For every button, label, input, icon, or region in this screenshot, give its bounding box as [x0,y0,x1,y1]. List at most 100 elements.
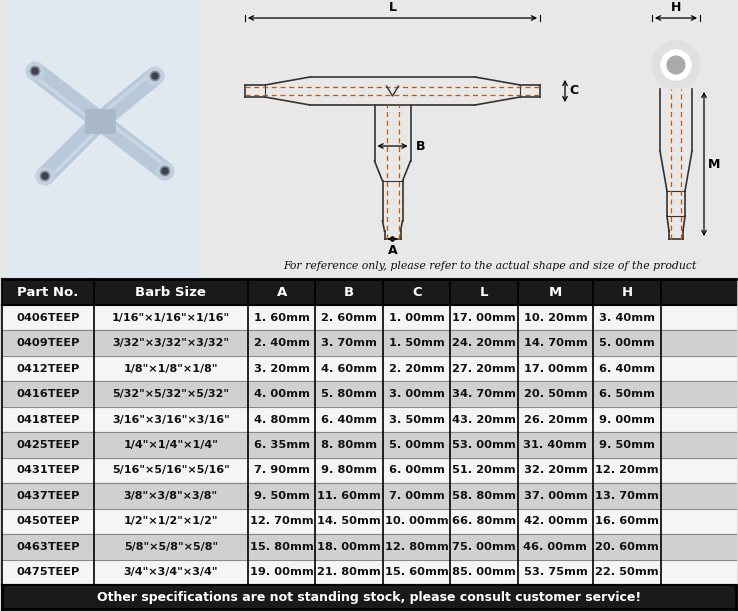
Text: 3. 00mm: 3. 00mm [389,389,445,399]
Circle shape [652,41,700,89]
Bar [2,585,736,609]
Text: 6. 35mm: 6. 35mm [254,440,310,450]
Bar [2,305,736,331]
Polygon shape [94,114,170,178]
Text: 7. 90mm: 7. 90mm [254,466,310,475]
Text: 1/16"×1/16"×1/16": 1/16"×1/16"×1/16" [111,313,230,323]
Polygon shape [85,109,115,133]
Text: 9. 50mm: 9. 50mm [254,491,310,501]
Text: 0431TEEP: 0431TEEP [16,466,80,475]
Text: 4. 60mm: 4. 60mm [321,364,377,374]
Text: 31. 40mm: 31. 40mm [523,440,587,450]
Text: 27. 20mm: 27. 20mm [452,364,516,374]
Text: 10. 00mm: 10. 00mm [385,516,449,526]
Text: 37. 00mm: 37. 00mm [523,491,587,501]
Bar [2,458,736,483]
Text: C: C [412,285,421,299]
Text: 0416TEEP: 0416TEEP [16,389,80,399]
Text: 17. 00mm: 17. 00mm [452,313,516,323]
Text: Part No.: Part No. [17,285,78,299]
Text: 0437TEEP: 0437TEEP [16,491,80,501]
Bar [2,483,736,508]
Text: 3. 40mm: 3. 40mm [599,313,655,323]
Text: A: A [277,285,287,299]
Text: 14. 50mm: 14. 50mm [317,516,381,526]
Text: 1/8"×1/8"×1/8": 1/8"×1/8"×1/8" [123,364,218,374]
Text: 19. 00mm: 19. 00mm [249,567,314,577]
Text: 10. 20mm: 10. 20mm [524,313,587,323]
Text: C: C [569,84,578,98]
Text: 8. 80mm: 8. 80mm [321,440,377,450]
Text: 0406TEEP: 0406TEEP [16,313,80,323]
Text: 6. 50mm: 6. 50mm [599,389,655,399]
Text: 20. 50mm: 20. 50mm [524,389,587,399]
Text: 5/16"×5/16"×5/16": 5/16"×5/16"×5/16" [112,466,230,475]
Text: 2. 20mm: 2. 20mm [389,364,444,374]
Text: 1. 50mm: 1. 50mm [389,338,444,348]
Text: 32. 20mm: 32. 20mm [523,466,587,475]
Text: 18. 00mm: 18. 00mm [317,542,381,552]
Text: 53. 75mm: 53. 75mm [523,567,587,577]
Text: 24. 20mm: 24. 20mm [452,338,516,348]
Text: 0450TEEP: 0450TEEP [16,516,80,526]
Text: 6. 00mm: 6. 00mm [389,466,445,475]
Text: A: A [387,244,397,257]
Circle shape [667,56,685,74]
Bar [2,356,736,381]
Text: 15. 60mm: 15. 60mm [384,567,449,577]
Text: 21. 80mm: 21. 80mm [317,567,381,577]
Text: 3/8"×3/8"×3/8": 3/8"×3/8"×3/8" [124,491,218,501]
Polygon shape [102,116,169,169]
Bar [2,534,736,560]
Text: 5. 80mm: 5. 80mm [321,389,377,399]
Polygon shape [30,64,106,128]
Text: 13. 70mm: 13. 70mm [595,491,659,501]
Circle shape [42,173,48,179]
Text: 1/4"×1/4"×1/4": 1/4"×1/4"×1/4" [123,440,218,450]
Bar [0,0,738,276]
Circle shape [152,73,158,79]
Text: 3. 50mm: 3. 50mm [389,414,445,425]
Bar [2,381,736,407]
Text: 58. 80mm: 58. 80mm [452,491,516,501]
Text: 3/32"×3/32"×3/32": 3/32"×3/32"×3/32" [112,338,230,348]
Circle shape [162,168,168,174]
Polygon shape [245,77,540,105]
Text: 9. 50mm: 9. 50mm [599,440,655,450]
Text: L: L [388,1,396,14]
Circle shape [26,62,44,80]
Text: 5/32"×5/32"×5/32": 5/32"×5/32"×5/32" [112,389,230,399]
Text: 4. 80mm: 4. 80mm [254,414,310,425]
Text: 5. 00mm: 5. 00mm [389,440,444,450]
Text: 85. 00mm: 85. 00mm [452,567,516,577]
Circle shape [30,66,40,76]
Bar [2,432,736,458]
Text: 0463TEEP: 0463TEEP [16,542,80,552]
Text: 12. 80mm: 12. 80mm [384,542,449,552]
Text: B: B [415,139,425,153]
Text: 22. 50mm: 22. 50mm [595,567,659,577]
Text: 53. 00mm: 53. 00mm [452,440,516,450]
Polygon shape [96,71,154,119]
Polygon shape [374,105,410,239]
Circle shape [40,171,50,181]
Text: 42. 00mm: 42. 00mm [523,516,587,526]
Text: 3/16"×3/16"×3/16": 3/16"×3/16"×3/16" [112,414,230,425]
Circle shape [146,67,164,85]
Text: 3. 20mm: 3. 20mm [254,364,310,374]
Text: Other specifications are not standing stock, please consult customer service!: Other specifications are not standing st… [97,590,641,604]
Text: 66. 80mm: 66. 80mm [452,516,517,526]
Text: 2. 40mm: 2. 40mm [254,338,310,348]
Text: 0409TEEP: 0409TEEP [16,338,80,348]
Text: 6. 40mm: 6. 40mm [321,414,377,425]
Text: M: M [549,285,562,299]
Text: Barb Size: Barb Size [135,285,206,299]
Bar [2,560,736,585]
Circle shape [32,68,38,74]
Text: For reference only, please refer to the actual shape and size of the product: For reference only, please refer to the … [283,261,697,271]
Polygon shape [47,123,105,180]
Text: L: L [480,285,489,299]
Circle shape [150,71,160,81]
Text: 4. 00mm: 4. 00mm [254,389,310,399]
Text: 9. 80mm: 9. 80mm [321,466,377,475]
